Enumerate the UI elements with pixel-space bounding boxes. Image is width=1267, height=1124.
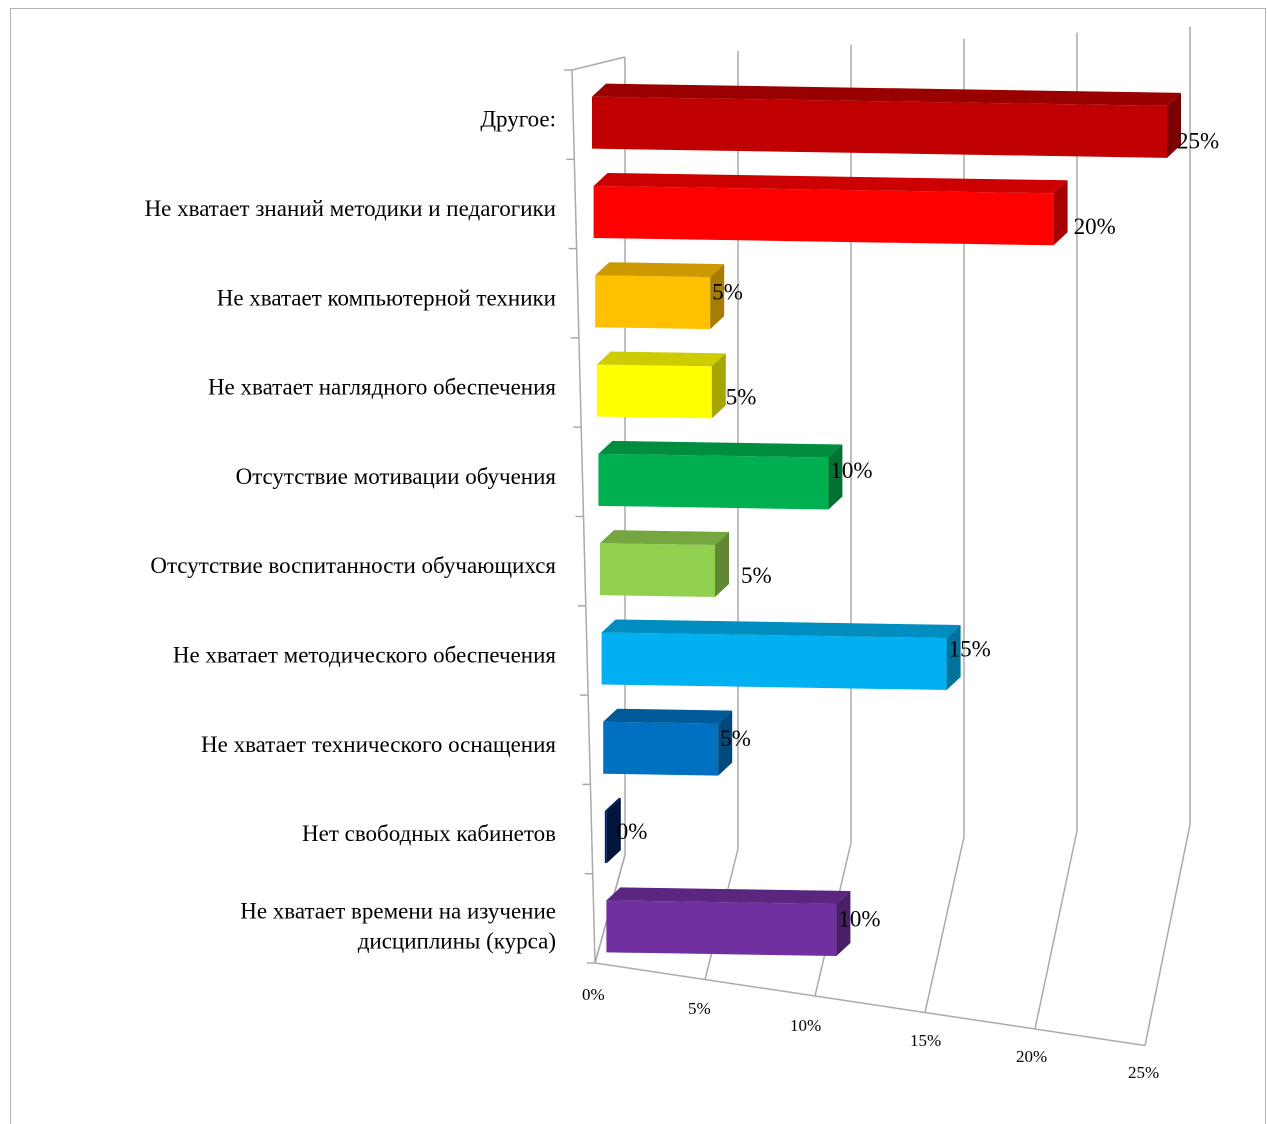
floor-gridline	[924, 836, 965, 1013]
bar-side-face	[718, 710, 733, 776]
value-label: 15%	[949, 636, 991, 661]
chart-frame	[10, 8, 1266, 1124]
bar	[593, 172, 1068, 246]
bar	[600, 530, 729, 597]
bar-side-face	[1053, 180, 1068, 246]
bar-top-face	[601, 619, 961, 638]
value-label: 0%	[617, 819, 648, 844]
value-label: 5%	[741, 563, 772, 588]
bar-top-face	[596, 351, 726, 367]
category-label: Не хватает времени на изучение	[240, 898, 556, 923]
x-tick-label: 10%	[790, 1016, 821, 1035]
bar-front-face	[596, 364, 712, 419]
value-label: 5%	[726, 385, 757, 410]
bar-side-face	[1167, 92, 1181, 158]
bar-top-face	[603, 708, 733, 724]
value-label: 5%	[712, 279, 743, 304]
floor-front-edge	[594, 962, 1146, 1047]
category-label: Не хватает компьютерной техники	[217, 285, 556, 310]
category-label: Отсутствие воспитанности обучающихся	[150, 553, 556, 578]
bar	[606, 887, 851, 957]
x-tick-label: 15%	[910, 1031, 941, 1050]
bar	[603, 708, 733, 776]
x-tick-label: 5%	[688, 999, 711, 1018]
category-label: Не хватает знаний методики и педагогики	[145, 196, 556, 221]
category-label: Другое:	[480, 107, 556, 132]
bar-front-face	[593, 185, 1054, 246]
bar-front-face	[595, 275, 711, 330]
bar-front-face	[601, 632, 947, 690]
value-label: 5%	[720, 726, 751, 751]
bar	[598, 440, 843, 510]
bar	[601, 619, 961, 690]
bar-front-face	[606, 900, 837, 957]
bar-top-face	[606, 887, 851, 905]
floor-gridline	[1144, 824, 1191, 1046]
bar-side-face	[711, 353, 726, 419]
bar-top-face	[598, 440, 843, 458]
bar-front-face	[600, 543, 715, 597]
bar-side-face	[836, 891, 851, 957]
bar-top-face	[600, 530, 729, 545]
bar-side-face	[710, 264, 725, 330]
bar-side-face	[828, 444, 843, 510]
bar-front-face	[598, 453, 829, 510]
bar-top-face	[592, 83, 1181, 106]
category-label: Нет свободных кабинетов	[302, 821, 556, 846]
x-tick-label: 0%	[582, 985, 605, 1004]
bar-top-face	[593, 172, 1068, 194]
category-label: Не хватает технического оснащения	[201, 732, 556, 757]
x-tick-label: 25%	[1128, 1063, 1159, 1082]
category-label: дисциплины (курса)	[358, 928, 556, 953]
bar-front-face	[603, 721, 719, 776]
value-label: 10%	[830, 458, 872, 483]
bar-side-face	[715, 531, 729, 597]
bar	[592, 83, 1181, 158]
bar-top-face	[595, 262, 725, 278]
bar	[596, 351, 726, 419]
value-label: 20%	[1074, 214, 1116, 239]
category-label: Не хватает методического обеспечения	[173, 642, 557, 667]
side-wall-top	[571, 56, 626, 71]
bar-front-face	[592, 96, 1167, 158]
bar	[604, 798, 621, 864]
bar-top-face	[604, 798, 621, 812]
bar	[595, 262, 725, 330]
bar-front-face	[604, 811, 607, 864]
x-tick-label: 20%	[1016, 1047, 1047, 1066]
bar-side-face	[946, 624, 961, 690]
bar-side-face	[606, 798, 621, 864]
category-label: Не хватает наглядного обеспечения	[208, 375, 556, 400]
value-label: 10%	[838, 906, 880, 931]
category-label: Отсутствие мотивации обучения	[236, 464, 557, 489]
value-label: 25%	[1177, 129, 1219, 154]
floor-gridline	[1034, 830, 1078, 1030]
